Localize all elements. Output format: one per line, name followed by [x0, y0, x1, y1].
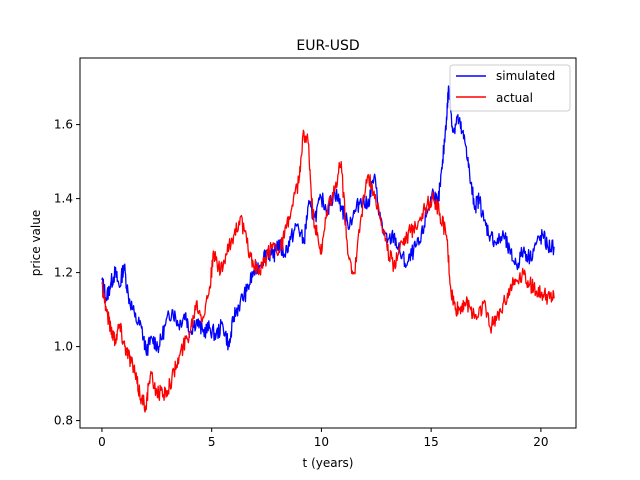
y-tick-label: 0.8 — [54, 414, 73, 428]
x-tick-label: 10 — [314, 435, 329, 449]
legend-label-actual: actual — [496, 91, 533, 105]
legend: simulated actual — [449, 64, 571, 112]
legend-label-simulated: simulated — [496, 69, 555, 83]
x-axis-ticks: 0 5 10 15 20 — [98, 428, 549, 449]
y-tick-label: 1.6 — [54, 118, 73, 132]
x-tick-label: 0 — [98, 435, 106, 449]
plot-frame — [79, 57, 577, 429]
y-tick-label: 1.0 — [54, 340, 73, 354]
plot-area — [79, 57, 577, 429]
x-tick-label: 15 — [424, 435, 439, 449]
y-tick-label: 1.4 — [54, 192, 73, 206]
y-axis-ticks: 0.8 1.0 1.2 1.4 1.6 — [54, 118, 80, 428]
y-axis-label: price value — [29, 210, 43, 276]
x-axis-label: t (years) — [303, 456, 354, 470]
series-line-actual — [101, 129, 555, 413]
x-tick-label: 20 — [533, 435, 548, 449]
series-layer — [101, 85, 555, 413]
chart-title: EUR-USD — [296, 38, 359, 54]
x-tick-label: 5 — [208, 435, 216, 449]
y-tick-label: 1.2 — [54, 266, 73, 280]
